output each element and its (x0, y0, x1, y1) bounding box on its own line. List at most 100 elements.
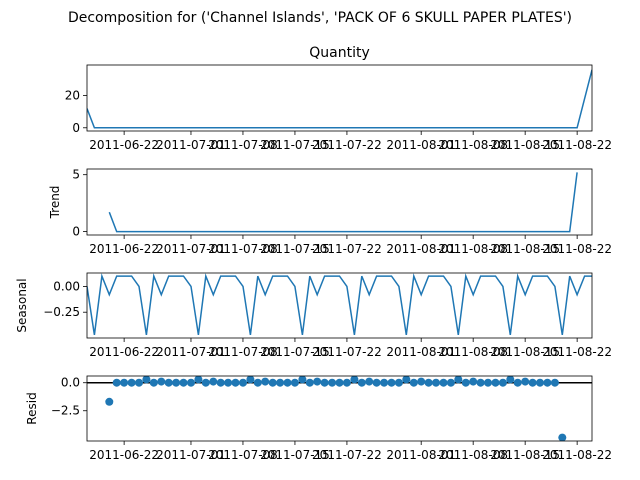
resid-point (268, 378, 277, 387)
panel-seasonal: 0.00−0.25Seasonal2011-06-222011-07-01201… (15, 272, 612, 359)
resid-point (402, 376, 411, 384)
axes-frame (86, 272, 593, 339)
resid-point (224, 378, 233, 387)
x-tick-label: 2011-08-15 (490, 448, 560, 462)
resid-point (261, 377, 270, 386)
y-axis-label: Resid (25, 392, 39, 424)
resid-point (469, 377, 478, 386)
resid-point (283, 378, 292, 387)
resid-point (365, 377, 374, 386)
resid-point (506, 376, 515, 384)
resid-point (335, 378, 344, 387)
y-axis-label: Trend (48, 186, 62, 220)
resid-point (380, 378, 389, 387)
x-tick-label: 2011-07-22 (312, 242, 382, 256)
panel-quantity: Quantity 0 20 2011-06-222011-07-012011-07-0… (65, 45, 612, 152)
resid-point (387, 378, 396, 387)
resid-point (484, 378, 492, 387)
resid-point (521, 377, 530, 386)
resid-point (394, 378, 403, 387)
series-line (108, 172, 578, 233)
x-tick-label: 2011-08-22 (542, 345, 612, 359)
axes-frame (86, 375, 593, 442)
x-tick-label: 2011-07-15 (260, 242, 330, 256)
resid-point (328, 378, 337, 387)
resid-point (112, 378, 121, 387)
resid-point (313, 377, 322, 386)
resid-point (461, 378, 470, 387)
resid-point (127, 378, 136, 387)
series-line (87, 69, 592, 129)
resid-point (142, 376, 151, 384)
x-tick-label: 2011-08-01 (386, 242, 456, 256)
resid-point (454, 376, 463, 384)
x-tick-label: 2011-06-22 (89, 448, 159, 462)
resid-point (536, 378, 544, 387)
x-tick-label: 2011-07-15 (260, 448, 330, 462)
panel-trend: 05Trend2011-06-222011-07-012011-07-08201… (48, 168, 612, 256)
panel-title: Quantity (309, 45, 370, 61)
resid-point (239, 378, 247, 387)
resid-point (342, 378, 351, 387)
resid-point (513, 378, 522, 387)
x-tick-label: 2011-06-22 (89, 242, 159, 256)
x-tick-label: 2011-08-15 (490, 345, 560, 359)
resid-point (357, 378, 366, 387)
resid-point (149, 378, 158, 387)
resid-point (216, 378, 225, 387)
resid-point (491, 378, 500, 387)
resid-point (543, 378, 552, 387)
resid-point (476, 378, 485, 387)
y-tick-label: 0 (72, 225, 80, 239)
x-tick-label: 2011-07-15 (260, 138, 330, 152)
resid-point (320, 378, 329, 387)
series-group (87, 69, 592, 129)
resid-point (409, 378, 418, 387)
x-tick-label: 2011-06-22 (89, 345, 159, 359)
x-tick-label: 2011-07-01 (156, 345, 226, 359)
x-tick-label: 2011-07-01 (156, 448, 226, 462)
x-tick-label: 2011-08-15 (490, 242, 560, 256)
resid-point (417, 377, 426, 386)
resid-point (231, 378, 240, 387)
resid-point (432, 378, 440, 387)
resid-point (498, 378, 507, 387)
resid-point (290, 378, 299, 387)
y-tick-label: 5 (72, 168, 80, 182)
x-tick-label: 2011-07-22 (312, 345, 382, 359)
resid-point (246, 376, 255, 384)
resid-point (253, 378, 262, 387)
resid-point (164, 378, 173, 387)
resid-point (305, 378, 314, 387)
resid-point (276, 378, 285, 387)
series-group (105, 376, 567, 441)
x-tick-label: 2011-08-22 (542, 448, 612, 462)
y-tick-label: −2.5 (51, 404, 80, 418)
x-tick-label: 2011-08-22 (542, 242, 612, 256)
series-group (108, 172, 578, 233)
x-tick-label: 2011-07-15 (260, 345, 330, 359)
resid-point (172, 378, 181, 387)
x-tick-label: 2011-07-01 (156, 242, 226, 256)
resid-point (201, 378, 210, 387)
x-tick-label: 2011-08-01 (386, 138, 456, 152)
x-tick-label: 2011-07-08 (208, 138, 278, 152)
y-tick-label: 20 (65, 89, 80, 103)
y-tick-label: 0.0 (61, 376, 80, 390)
series-group (87, 273, 592, 336)
x-tick-label: 2011-08-01 (386, 448, 456, 462)
y-tick-label: 0 (72, 121, 80, 135)
resid-point (157, 377, 166, 386)
x-tick-label: 2011-07-22 (312, 138, 382, 152)
x-tick-label: 2011-08-08 (438, 138, 508, 152)
resid-point (424, 378, 433, 387)
y-tick-label: −0.25 (43, 305, 80, 319)
resid-point (558, 433, 567, 441)
axes-frame (86, 168, 593, 236)
resid-point (439, 378, 448, 387)
series-line (87, 273, 592, 336)
x-tick-label: 2011-06-22 (89, 138, 159, 152)
x-tick-label: 2011-07-22 (312, 448, 382, 462)
